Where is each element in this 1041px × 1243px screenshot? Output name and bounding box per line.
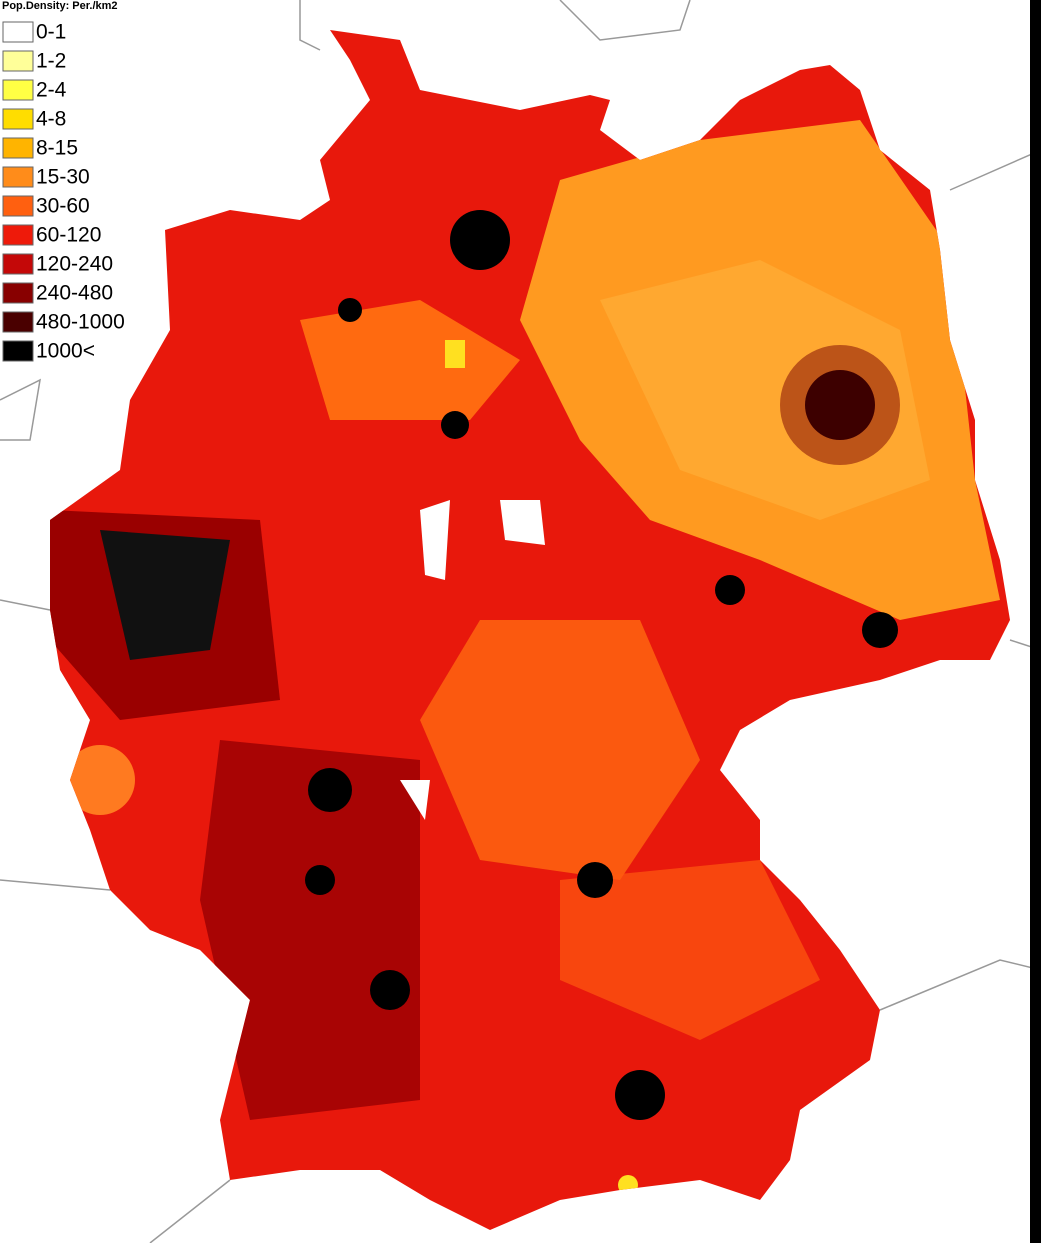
legend-title: Pop.Density: Per./km2 xyxy=(2,0,118,12)
legend-label: 4-8 xyxy=(36,108,66,131)
legend-label: 1000< xyxy=(36,340,95,363)
legend-swatch xyxy=(2,224,34,246)
legend-label: 480-1000 xyxy=(36,311,125,334)
legend-label: 30-60 xyxy=(36,195,90,218)
legend-swatch xyxy=(2,79,34,101)
legend-label: 60-120 xyxy=(36,224,101,247)
legend: Pop.Density: Per./km2 0-1 1-2 2-4 4-8 8-15 15… xyxy=(2,0,125,363)
legend-swatch xyxy=(2,21,34,43)
legend-swatch xyxy=(2,166,34,188)
legend-label: 2-4 xyxy=(36,79,67,102)
legend-swatch xyxy=(2,311,34,333)
legend-swatch xyxy=(2,340,34,362)
legend-swatch xyxy=(2,253,34,275)
frame-edge xyxy=(1030,0,1041,1243)
legend-label: 120-240 xyxy=(36,253,113,276)
legend-swatch xyxy=(2,195,34,217)
legend-swatch xyxy=(2,282,34,304)
legend-label: 0-1 xyxy=(36,21,66,44)
legend-swatch xyxy=(2,108,34,130)
legend-label: 15-30 xyxy=(36,166,90,189)
legend-swatch xyxy=(2,50,34,72)
legend-label: 1-2 xyxy=(36,50,66,73)
legend-label: 8-15 xyxy=(36,137,78,160)
legend-swatch xyxy=(2,137,34,159)
legend-label: 240-480 xyxy=(36,282,113,305)
